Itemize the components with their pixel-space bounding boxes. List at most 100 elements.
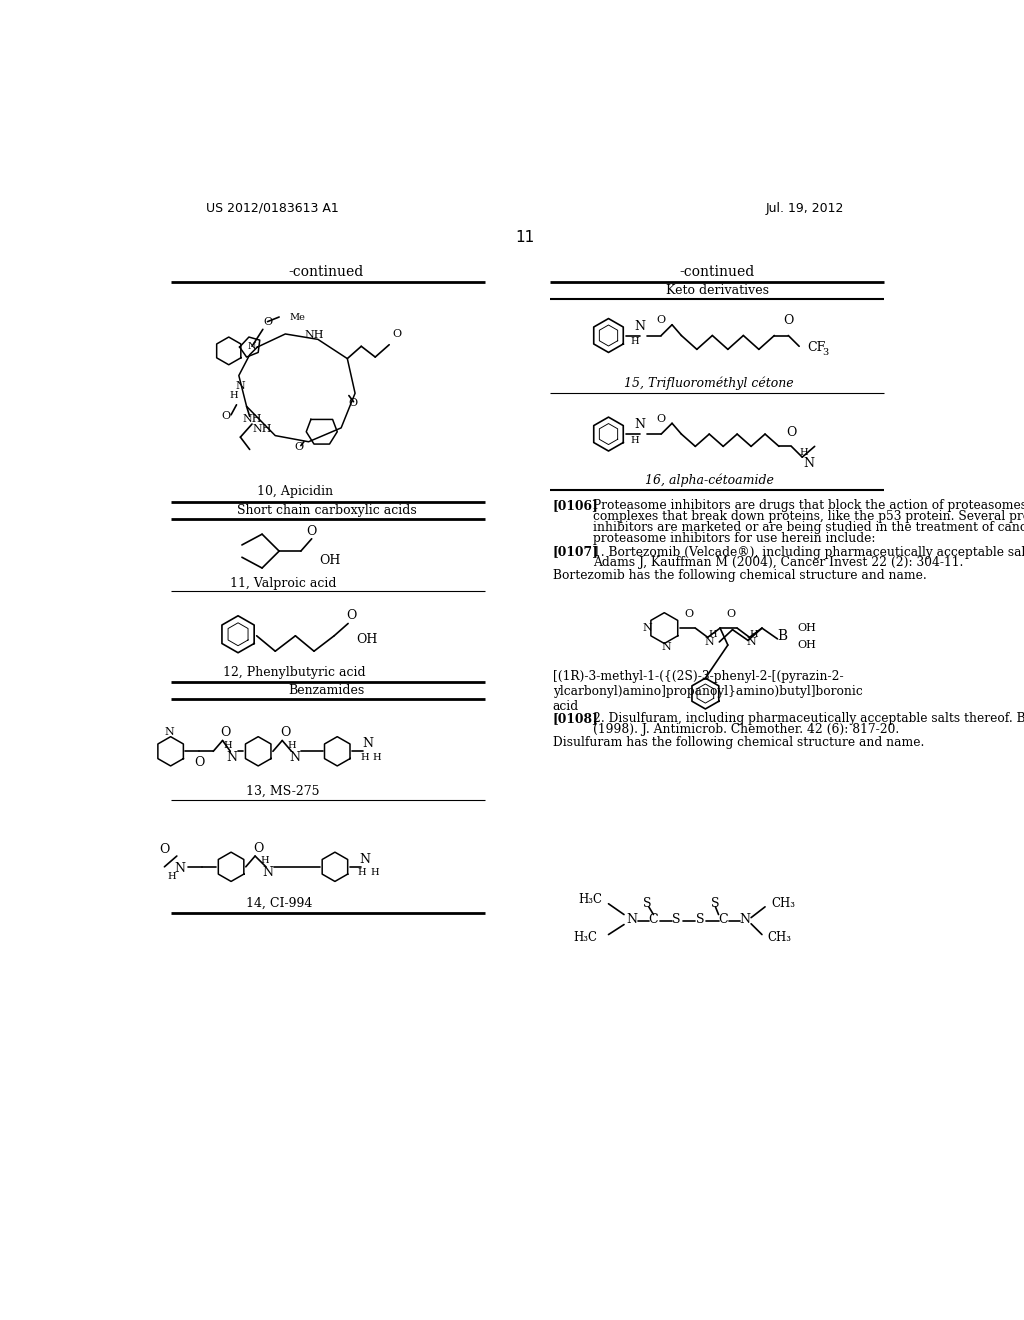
Text: CH₃: CH₃ bbox=[771, 898, 796, 911]
Text: CF: CF bbox=[807, 342, 825, 354]
Text: H: H bbox=[168, 871, 176, 880]
Text: O: O bbox=[195, 755, 205, 768]
Text: N: N bbox=[746, 638, 756, 647]
Text: O: O bbox=[346, 610, 356, 622]
Text: H: H bbox=[708, 630, 717, 639]
Text: N: N bbox=[705, 638, 714, 647]
Text: S: S bbox=[712, 898, 720, 911]
Text: H₃C: H₃C bbox=[579, 892, 602, 906]
Text: O: O bbox=[222, 412, 231, 421]
Text: H: H bbox=[357, 869, 367, 878]
Text: Jul. 19, 2012: Jul. 19, 2012 bbox=[766, 202, 844, 215]
Text: S: S bbox=[695, 912, 705, 925]
Text: [(1R)-3-methyl-1-({(2S)-3-phenyl-2-[(pyrazin-2-
ylcarbonyl)amino]propanoyl}amino: [(1R)-3-methyl-1-({(2S)-3-phenyl-2-[(pyr… bbox=[553, 671, 862, 713]
Text: Me: Me bbox=[289, 313, 305, 322]
Text: Adams J, Kauffman M (2004), Cancer Invest 22 (2): 304-11.: Adams J, Kauffman M (2004), Cancer Inves… bbox=[593, 557, 964, 569]
Text: C: C bbox=[648, 912, 658, 925]
Text: -continued: -continued bbox=[679, 265, 755, 280]
Text: N: N bbox=[634, 319, 645, 333]
Text: N: N bbox=[361, 737, 373, 750]
Text: OH: OH bbox=[319, 554, 341, 566]
Text: Proteasome inhibitors are drugs that block the action of proteasomes, cellular: Proteasome inhibitors are drugs that blo… bbox=[593, 499, 1024, 512]
Text: 16, alpha-cétoamide: 16, alpha-cétoamide bbox=[645, 474, 774, 487]
Text: H₃C: H₃C bbox=[572, 931, 597, 944]
Text: O: O bbox=[306, 524, 316, 537]
Text: [0107]: [0107] bbox=[553, 545, 599, 558]
Text: N: N bbox=[359, 853, 371, 866]
Text: N: N bbox=[164, 727, 174, 737]
Text: H: H bbox=[360, 752, 369, 762]
Text: O: O bbox=[294, 442, 303, 453]
Text: O: O bbox=[160, 843, 170, 857]
Text: O: O bbox=[783, 314, 794, 326]
Text: [0108]: [0108] bbox=[553, 713, 598, 725]
Text: US 2012/0183613 A1: US 2012/0183613 A1 bbox=[206, 202, 338, 215]
Text: N: N bbox=[226, 751, 238, 764]
Text: O: O bbox=[220, 726, 230, 739]
Text: N: N bbox=[739, 912, 751, 925]
Text: 14, CI-994: 14, CI-994 bbox=[246, 898, 312, 911]
Text: 12, Phenylbutyric acid: 12, Phenylbutyric acid bbox=[223, 667, 366, 680]
Text: N: N bbox=[642, 623, 652, 634]
Text: O: O bbox=[392, 329, 401, 339]
Text: H: H bbox=[229, 391, 239, 400]
Text: H: H bbox=[287, 741, 296, 750]
Text: N: N bbox=[262, 866, 273, 879]
Text: O: O bbox=[726, 610, 735, 619]
Text: H: H bbox=[223, 741, 232, 750]
Text: NH: NH bbox=[243, 413, 262, 424]
Text: 11: 11 bbox=[515, 230, 535, 246]
Text: -continued: -continued bbox=[289, 265, 364, 280]
Text: N: N bbox=[174, 862, 185, 875]
Text: S: S bbox=[643, 898, 651, 911]
Text: H: H bbox=[373, 752, 381, 762]
Text: O: O bbox=[684, 610, 693, 619]
Text: B: B bbox=[777, 628, 787, 643]
Text: 2. Disulfuram, including pharmaceutically acceptable salts thereof. Bouma et al.: 2. Disulfuram, including pharmaceuticall… bbox=[593, 713, 1024, 725]
Text: OH: OH bbox=[798, 623, 816, 634]
Text: Disulfuram has the following chemical structure and name.: Disulfuram has the following chemical st… bbox=[553, 735, 924, 748]
Text: H: H bbox=[260, 857, 268, 865]
Text: O: O bbox=[263, 317, 272, 326]
Text: N: N bbox=[236, 380, 246, 391]
Text: NH: NH bbox=[304, 330, 324, 341]
Text: 3: 3 bbox=[822, 348, 828, 356]
Text: 15, Trifluorométhyl cétone: 15, Trifluorométhyl cétone bbox=[625, 376, 794, 389]
Text: N: N bbox=[289, 751, 300, 764]
Text: O: O bbox=[253, 842, 263, 855]
Text: Benzamides: Benzamides bbox=[289, 684, 365, 697]
Text: H: H bbox=[631, 436, 639, 445]
Text: proteasome inhibitors for use herein include:: proteasome inhibitors for use herein inc… bbox=[593, 532, 876, 545]
Text: O: O bbox=[281, 726, 291, 739]
Text: [0106]: [0106] bbox=[553, 499, 598, 512]
Text: O: O bbox=[656, 315, 666, 325]
Text: N: N bbox=[248, 342, 256, 351]
Text: O: O bbox=[656, 413, 666, 424]
Text: 13, MS-275: 13, MS-275 bbox=[246, 785, 319, 797]
Text: OH: OH bbox=[798, 640, 816, 649]
Text: C: C bbox=[719, 912, 728, 925]
Text: N: N bbox=[803, 457, 814, 470]
Text: N: N bbox=[634, 418, 645, 432]
Text: Bortezomib has the following chemical structure and name.: Bortezomib has the following chemical st… bbox=[553, 569, 927, 582]
Text: OH: OH bbox=[356, 634, 377, 647]
Text: H: H bbox=[370, 869, 379, 878]
Text: H: H bbox=[800, 447, 808, 457]
Text: Short chain carboxylic acids: Short chain carboxylic acids bbox=[237, 504, 417, 517]
Text: S: S bbox=[673, 912, 681, 925]
Text: 1. Bortezomib (Velcade®), including pharmaceutically acceptable salts thereof.: 1. Bortezomib (Velcade®), including phar… bbox=[593, 545, 1024, 558]
Text: N: N bbox=[660, 642, 671, 652]
Text: O: O bbox=[786, 426, 797, 440]
Text: 10, Apicidin: 10, Apicidin bbox=[257, 484, 333, 498]
Text: N: N bbox=[627, 912, 637, 925]
Text: H: H bbox=[631, 337, 639, 346]
Text: 11, Valproic acid: 11, Valproic acid bbox=[229, 577, 336, 590]
Text: (1998). J. Antimicrob. Chemother. 42 (6): 817-20.: (1998). J. Antimicrob. Chemother. 42 (6)… bbox=[593, 723, 899, 737]
Text: CH₃: CH₃ bbox=[767, 931, 792, 944]
Text: Keto derivatives: Keto derivatives bbox=[666, 284, 768, 297]
Text: complexes that break down proteins, like the p53 protein. Several proteasome: complexes that break down proteins, like… bbox=[593, 510, 1024, 523]
Text: NH: NH bbox=[252, 425, 271, 434]
Text: H: H bbox=[750, 630, 759, 639]
Text: inhibitors are marketed or are being studied in the treatment of cancer. Suitabl: inhibitors are marketed or are being stu… bbox=[593, 520, 1024, 533]
Text: O: O bbox=[348, 399, 357, 408]
